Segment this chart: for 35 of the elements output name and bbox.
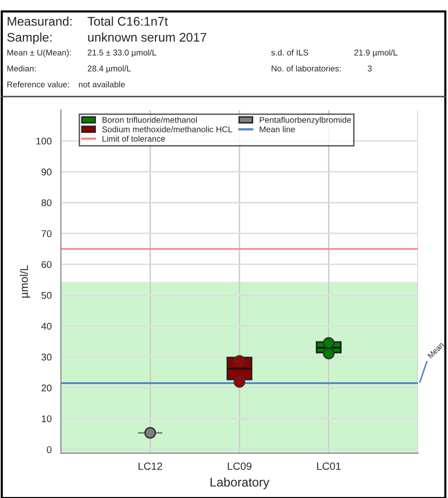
text: 28.4 µmol/L (88, 65, 131, 74)
y-tick-label: 20 (42, 384, 52, 392)
legend-label: Limit of tolerance (102, 136, 165, 142)
text: Median: (7, 65, 36, 72)
text: 3 (368, 66, 372, 72)
y-tick-label: 100 (36, 138, 52, 145)
legend-label: Sodium methoxide/methanolic HCL (102, 126, 232, 132)
text: Total C16:1n7t (88, 16, 168, 26)
x-axis-title: Laboratory (210, 477, 270, 490)
legend-label: Mean line (260, 126, 295, 132)
y-tick-label: 10 (42, 415, 52, 422)
text: not available (78, 81, 125, 88)
x-tick-label: LC09 (228, 462, 252, 470)
legend-label: Pentafluorbenzylbromide (260, 116, 351, 124)
x-tick-label: LC12 (138, 462, 162, 470)
text: No. of laboratories: (272, 65, 341, 72)
text: 21.5 ± 33.0 µmol/L (88, 49, 156, 58)
text: 21.9 µmol/L (354, 49, 398, 58)
y-tick-label: 70 (42, 230, 52, 238)
y-tick-label: 40 (41, 322, 52, 330)
text: Sample: (7, 32, 52, 44)
y-tick-label: 50 (41, 292, 52, 299)
legend-label: Boron trifluoride/methanol (102, 116, 197, 123)
text: Measurand: (8, 16, 72, 26)
text: Mean ± U(Mean): (7, 49, 71, 58)
x-tick-label: LC01 (317, 462, 341, 470)
y-tick-label: 30 (41, 354, 52, 361)
text: unknown serum 2017 (88, 32, 206, 42)
y-tick-label: 90 (42, 168, 52, 176)
text: Reference value: (7, 81, 69, 88)
y-tick-label: 60 (42, 261, 52, 268)
y-axis-title: µmol/L (20, 265, 30, 298)
y-tick-label: 80 (42, 199, 52, 206)
text: s.d. of ILS (271, 49, 308, 56)
y-tick-label: 0 (46, 446, 52, 454)
